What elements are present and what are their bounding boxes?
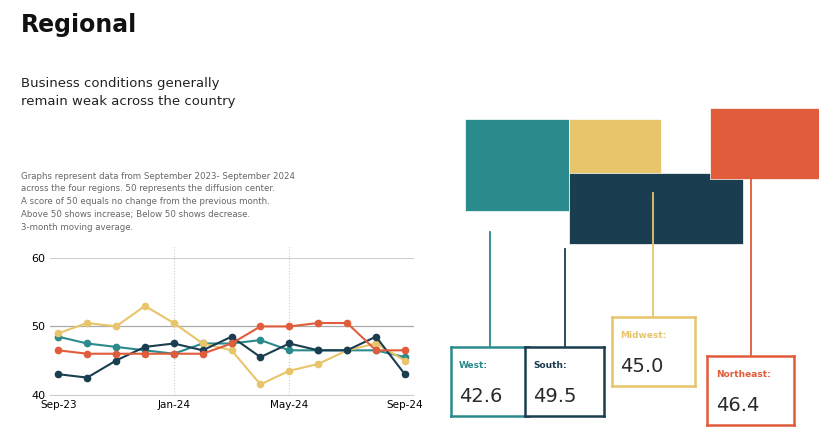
- Text: Business conditions generally
remain weak across the country: Business conditions generally remain wea…: [21, 77, 235, 108]
- Text: West:: West:: [458, 361, 488, 370]
- Bar: [710, 108, 819, 178]
- Text: Graphs represent data from September 2023- September 2024
across the four region: Graphs represent data from September 202…: [21, 172, 294, 232]
- Text: 49.5: 49.5: [533, 387, 576, 406]
- Bar: [466, 119, 569, 211]
- Text: Midwest:: Midwest:: [620, 331, 667, 340]
- Text: Northeast:: Northeast:: [715, 370, 771, 379]
- Text: South:: South:: [533, 361, 566, 370]
- Text: 46.4: 46.4: [715, 396, 759, 415]
- Text: 42.6: 42.6: [458, 387, 502, 406]
- Text: Regional: Regional: [21, 13, 137, 37]
- Bar: [569, 173, 743, 244]
- Bar: [569, 119, 661, 178]
- Text: 45.0: 45.0: [620, 357, 663, 376]
